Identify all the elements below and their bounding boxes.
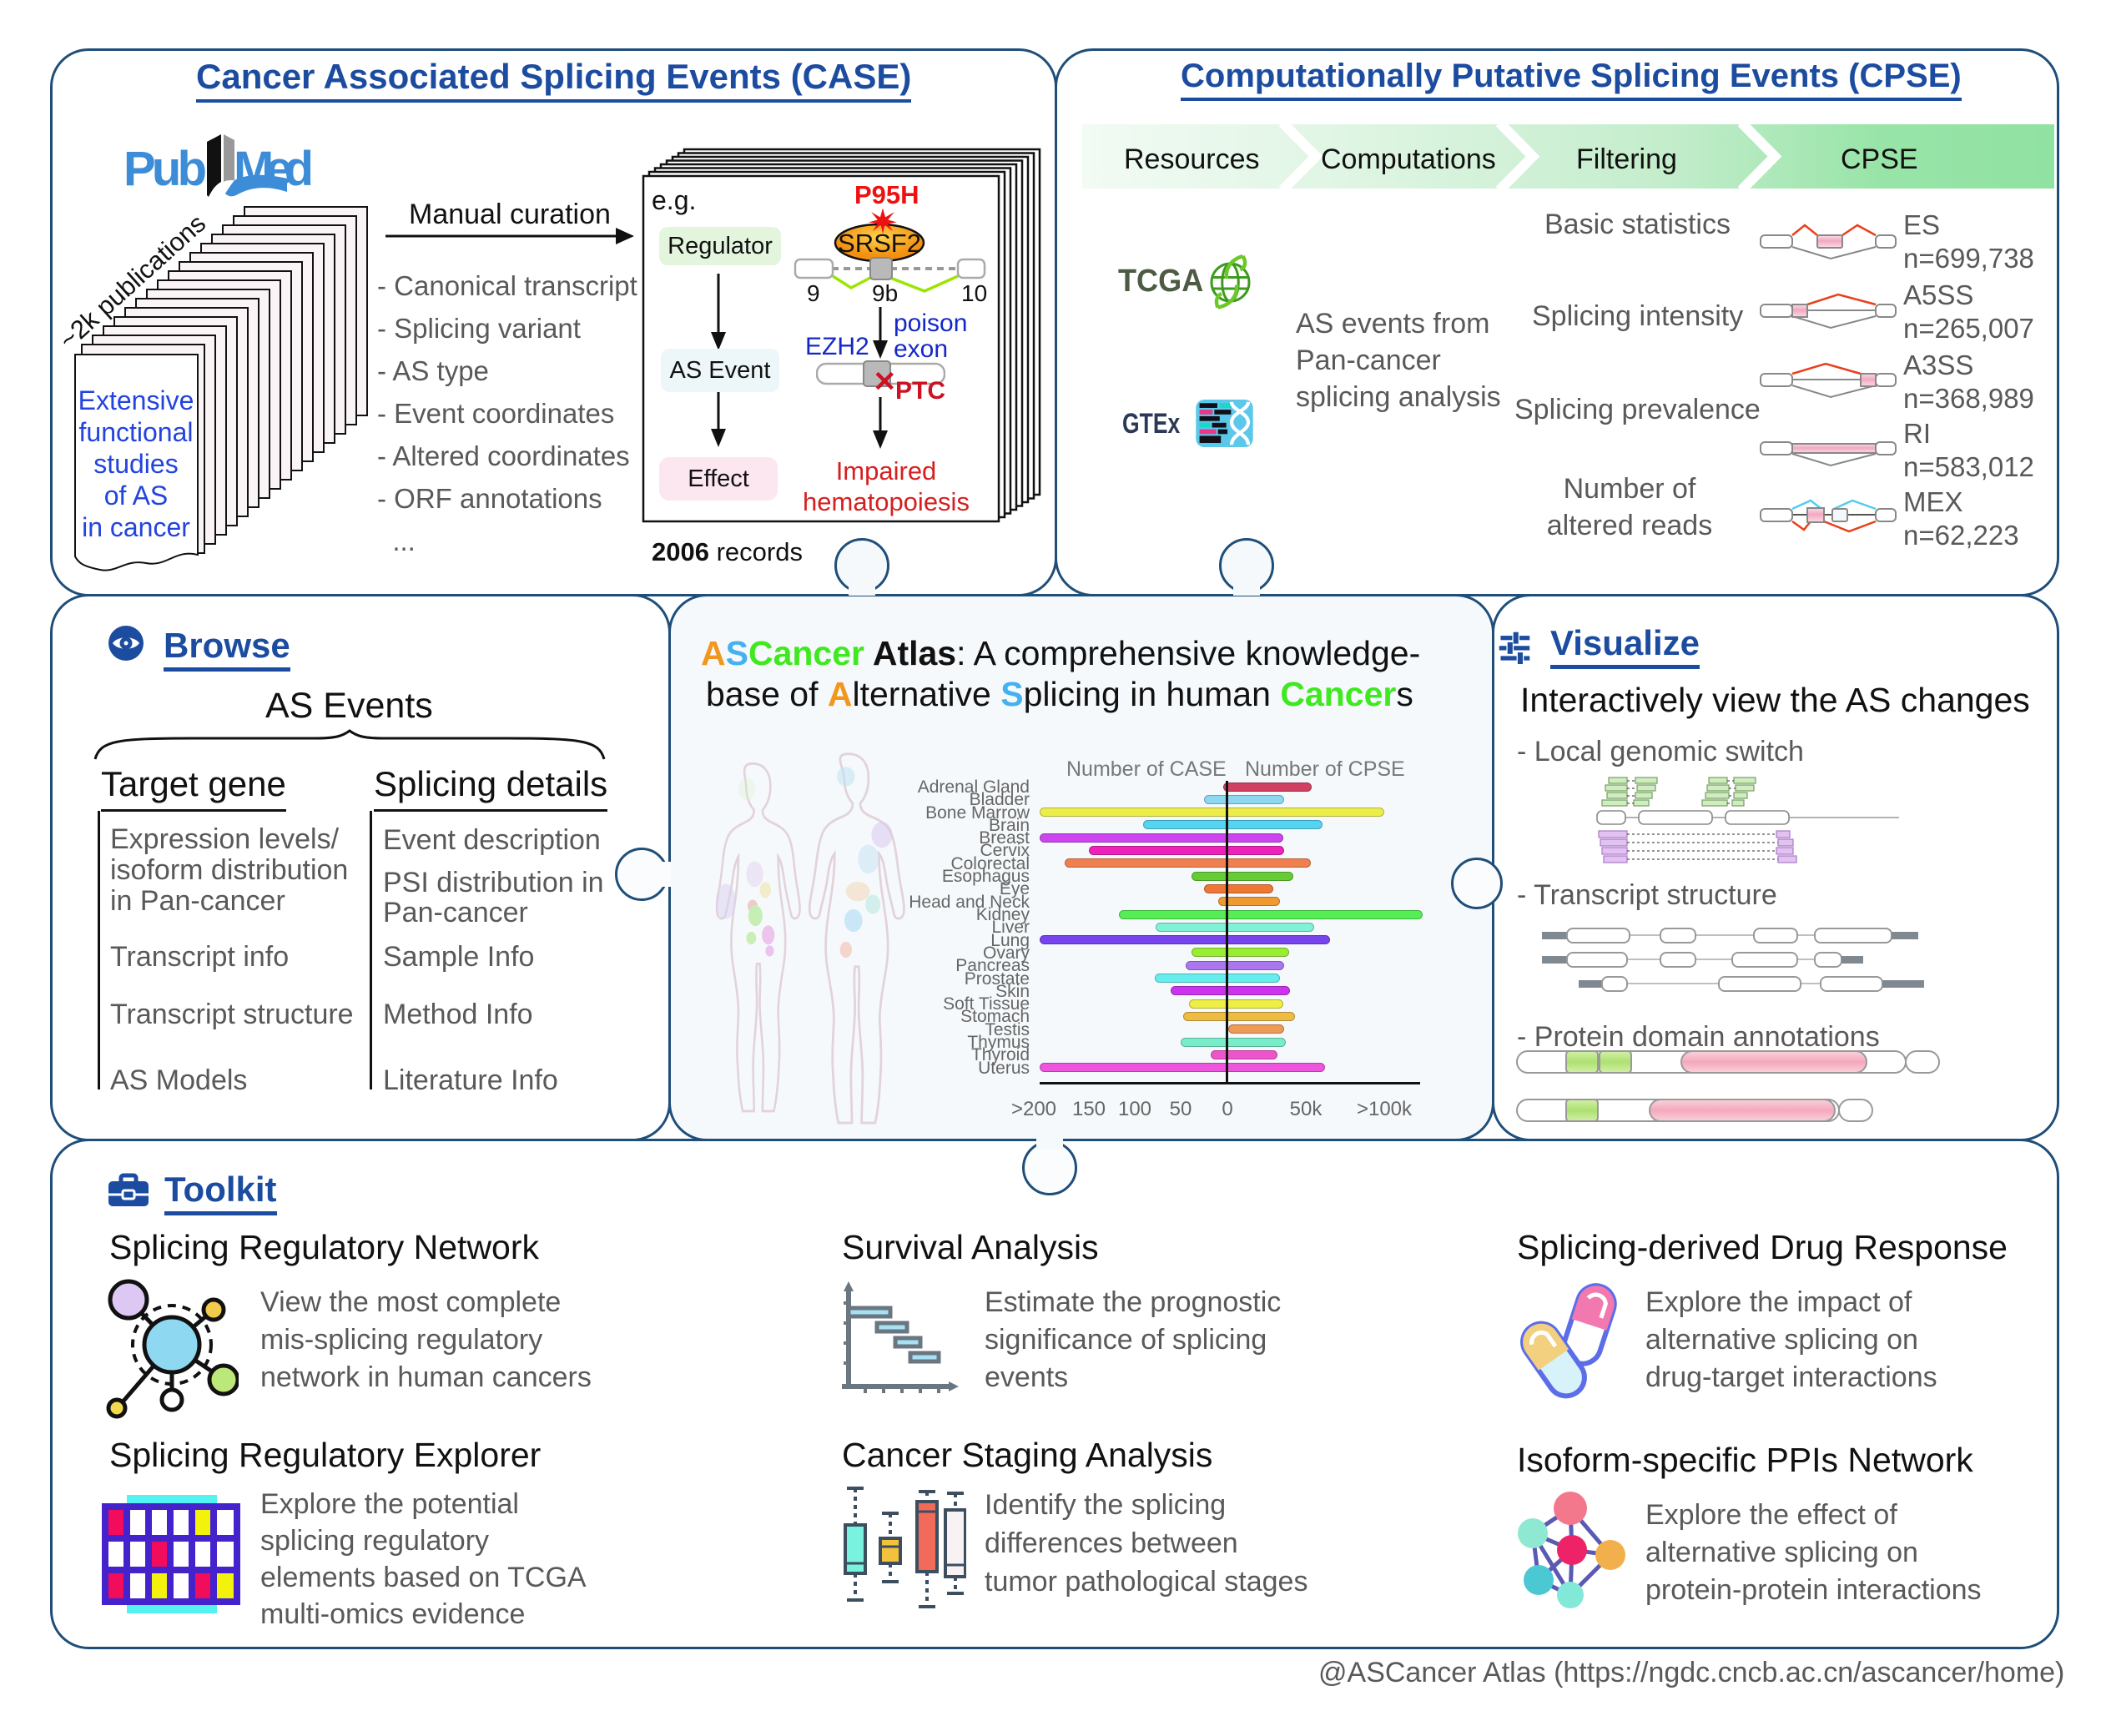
svg-text:functional: functional [79, 417, 194, 447]
svg-text:in cancer: in cancer [82, 512, 190, 542]
svg-text:Pub: Pub [123, 142, 207, 196]
svg-text:Extensive: Extensive [78, 385, 194, 415]
svg-text:9: 9 [807, 280, 820, 304]
svg-text:SRSF2: SRSF2 [838, 229, 921, 258]
svg-text:of AS: of AS [104, 481, 169, 511]
svg-text:studies: studies [93, 449, 178, 479]
svg-text:9b: 9b [872, 280, 898, 304]
svg-text:10: 10 [961, 280, 987, 304]
